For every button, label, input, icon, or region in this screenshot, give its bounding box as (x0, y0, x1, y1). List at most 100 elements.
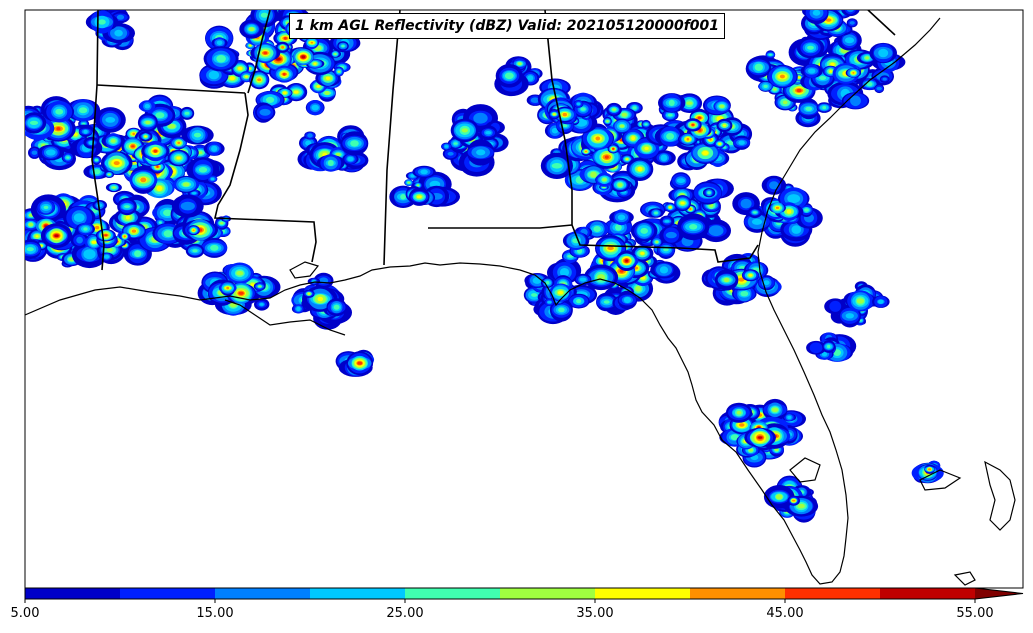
echo-cell (283, 36, 287, 40)
echo-cell (317, 296, 324, 302)
echo-cell (347, 156, 354, 162)
echo-cell (259, 303, 264, 306)
echo-cell (275, 57, 281, 61)
echo-cell (293, 90, 299, 94)
echo-cell (111, 139, 116, 143)
echo-cell (333, 304, 340, 310)
echo-cell (763, 280, 770, 286)
echo-cell (664, 220, 670, 223)
echo-cell (632, 106, 637, 110)
echo-cell (26, 247, 34, 252)
echo-cell (453, 142, 458, 145)
echo-cell (689, 207, 692, 211)
echo-cell (660, 154, 668, 162)
echo-cell (447, 151, 454, 156)
echo-cell (192, 229, 195, 231)
echo-cell (46, 149, 56, 156)
echo-cell (106, 248, 113, 252)
echo-cell (567, 254, 574, 258)
echo-cell (882, 77, 887, 81)
echo-cell (644, 123, 648, 126)
echo-cell (644, 146, 649, 151)
echo-cell (615, 224, 622, 231)
echo-cell (689, 224, 698, 230)
echo-cell (210, 244, 219, 251)
echo-cell (738, 140, 745, 145)
echo-cell (530, 97, 540, 103)
echo-cell (787, 194, 801, 204)
echo-cell (865, 56, 869, 60)
echo-cell (167, 124, 176, 129)
echo-cell (669, 206, 672, 209)
echo-cell (559, 268, 570, 277)
echo-cell (417, 184, 419, 187)
echo-cell (208, 70, 220, 80)
echo-cell (551, 163, 563, 169)
echo-cell (216, 55, 226, 63)
echo-cell (667, 113, 673, 117)
echo-cell (773, 88, 777, 91)
echo-cell (593, 226, 601, 232)
echo-cell (779, 74, 785, 79)
echo-cell (808, 68, 816, 74)
echo-cell (740, 198, 752, 209)
echo-cell (822, 106, 827, 110)
echo-cell (617, 182, 623, 187)
echo-cell (691, 123, 695, 126)
echo-cell (263, 51, 268, 55)
echo-cell (557, 290, 564, 295)
echo-cell (140, 177, 147, 183)
echo-cell (35, 235, 39, 238)
echo-cell (603, 300, 610, 304)
reflectivity-echoes (25, 10, 944, 523)
echo-cell (580, 107, 586, 111)
echo-cell (104, 254, 110, 259)
echo-cell (82, 122, 86, 125)
echo-cell (193, 132, 202, 138)
echo-cell (73, 213, 85, 223)
echo-cell (258, 285, 262, 288)
echo-cell (807, 45, 814, 50)
echo-cell (184, 111, 190, 115)
echo-cell (584, 150, 588, 153)
echo-cell (123, 235, 126, 238)
echo-cell (301, 55, 306, 59)
echo-cell (350, 140, 359, 147)
echo-cell (796, 88, 802, 93)
echo-cell (659, 266, 669, 274)
echo-cell (623, 296, 632, 304)
echo-cell (125, 215, 130, 220)
echo-cell (316, 85, 320, 88)
echo-cell (553, 113, 556, 115)
echo-cell (607, 246, 614, 251)
echo-cell (94, 158, 99, 162)
echo-cell (769, 181, 779, 190)
echo-cell (686, 137, 690, 141)
echo-cell (296, 306, 301, 311)
echo-cell (311, 104, 319, 111)
echo-cell (236, 270, 244, 276)
echo-cell (153, 149, 158, 153)
echo-cell (626, 158, 629, 161)
echo-cell (485, 131, 492, 135)
echo-cell (281, 45, 285, 49)
echo-cell (668, 99, 675, 106)
echo-cell (182, 182, 190, 187)
echo-cell (722, 124, 727, 127)
echo-cell (245, 75, 248, 78)
echo-cell (707, 191, 711, 195)
echo-cell (176, 156, 181, 160)
echo-cell (229, 76, 235, 81)
echo-cell (768, 53, 772, 56)
echo-cell (131, 145, 135, 148)
echo-cell (107, 173, 111, 176)
echo-cell (158, 221, 162, 224)
echo-cell (476, 149, 486, 156)
echo-cell (132, 132, 135, 136)
echo-cell (625, 259, 628, 262)
echo-cell (753, 211, 757, 214)
echo-cell (797, 76, 801, 79)
echo-cell (612, 108, 616, 111)
echo-cell (829, 70, 832, 73)
